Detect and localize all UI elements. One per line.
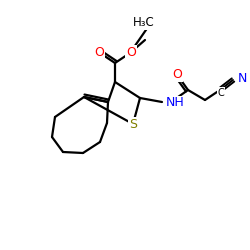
Text: N: N	[238, 72, 248, 85]
Text: C: C	[218, 88, 224, 98]
Text: NH: NH	[166, 96, 185, 110]
Text: H₃C: H₃C	[133, 16, 155, 30]
Text: O: O	[94, 46, 104, 59]
Text: O: O	[172, 68, 182, 80]
Text: S: S	[129, 118, 137, 130]
Text: O: O	[126, 46, 136, 59]
